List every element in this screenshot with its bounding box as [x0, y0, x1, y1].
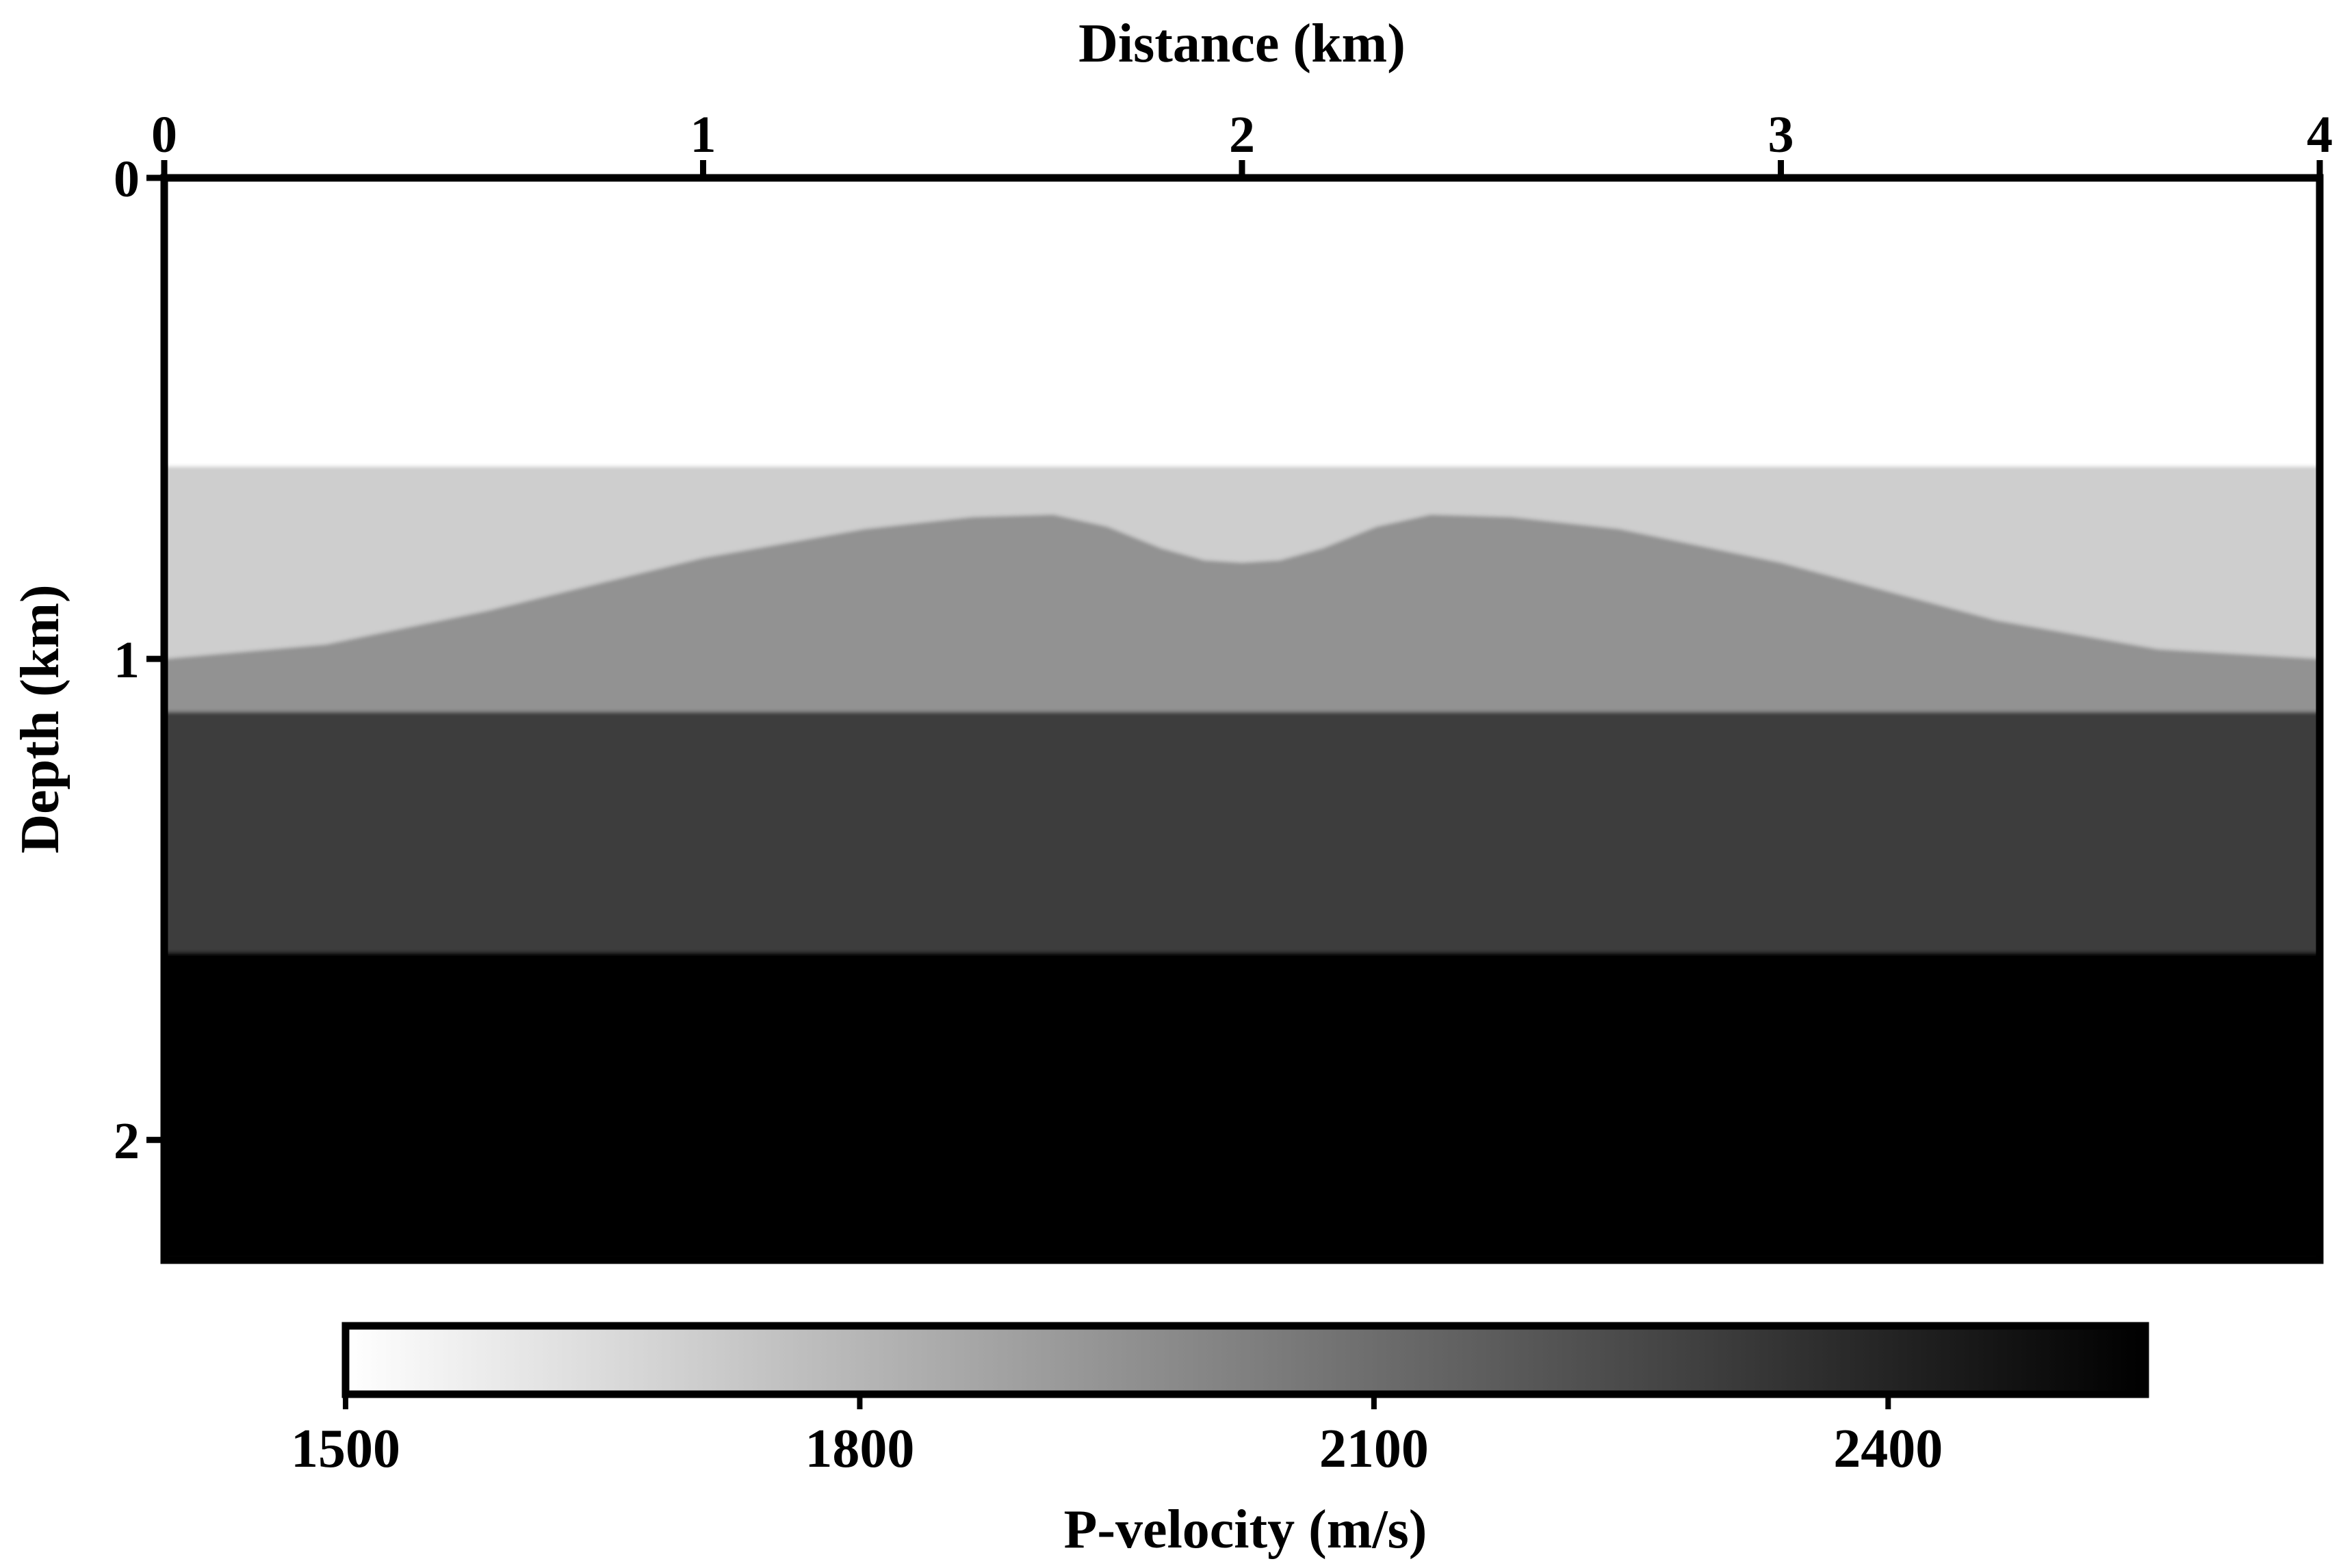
x-axis-label: Distance (km) [1078, 14, 1406, 74]
x-tick-label: 3 [1768, 106, 1794, 164]
y-axis-ticks: 0 1 2 [114, 151, 164, 1170]
y-axis-label: Depth (km) [10, 584, 70, 853]
colorbar-label: P-velocity (m/s) [1064, 1500, 1427, 1560]
y-tick-label: 2 [114, 1112, 140, 1170]
x-axis-ticks: 0 1 2 3 4 [151, 106, 2333, 178]
x-tick-label: 4 [2307, 106, 2333, 164]
y-tick-label: 0 [114, 151, 140, 208]
x-tick-label: 2 [1229, 106, 1255, 164]
velocity-model-plot [164, 178, 2320, 1260]
colorbar-tick-label: 2100 [1319, 1419, 1429, 1479]
layer-1 [164, 178, 2320, 467]
colorbar-tick-label: 1800 [805, 1419, 914, 1479]
colorbar-gradient [341, 1322, 2149, 1398]
velocity-layers [164, 178, 2320, 1260]
y-tick-label: 1 [114, 631, 140, 689]
colorbar: 1500 1800 2100 2400 P-velocity (m/s) [291, 1322, 2149, 1560]
x-tick-label: 0 [151, 106, 177, 164]
colorbar-tick-label: 2400 [1833, 1419, 1943, 1479]
colorbar-tick-label: 1500 [291, 1419, 400, 1479]
layer-3 [164, 514, 2320, 712]
x-tick-label: 1 [690, 106, 716, 164]
colorbar-ticks: 1500 1800 2100 2400 [291, 1394, 1943, 1479]
layer-5 [164, 952, 2320, 1260]
layer-4 [164, 711, 2320, 952]
